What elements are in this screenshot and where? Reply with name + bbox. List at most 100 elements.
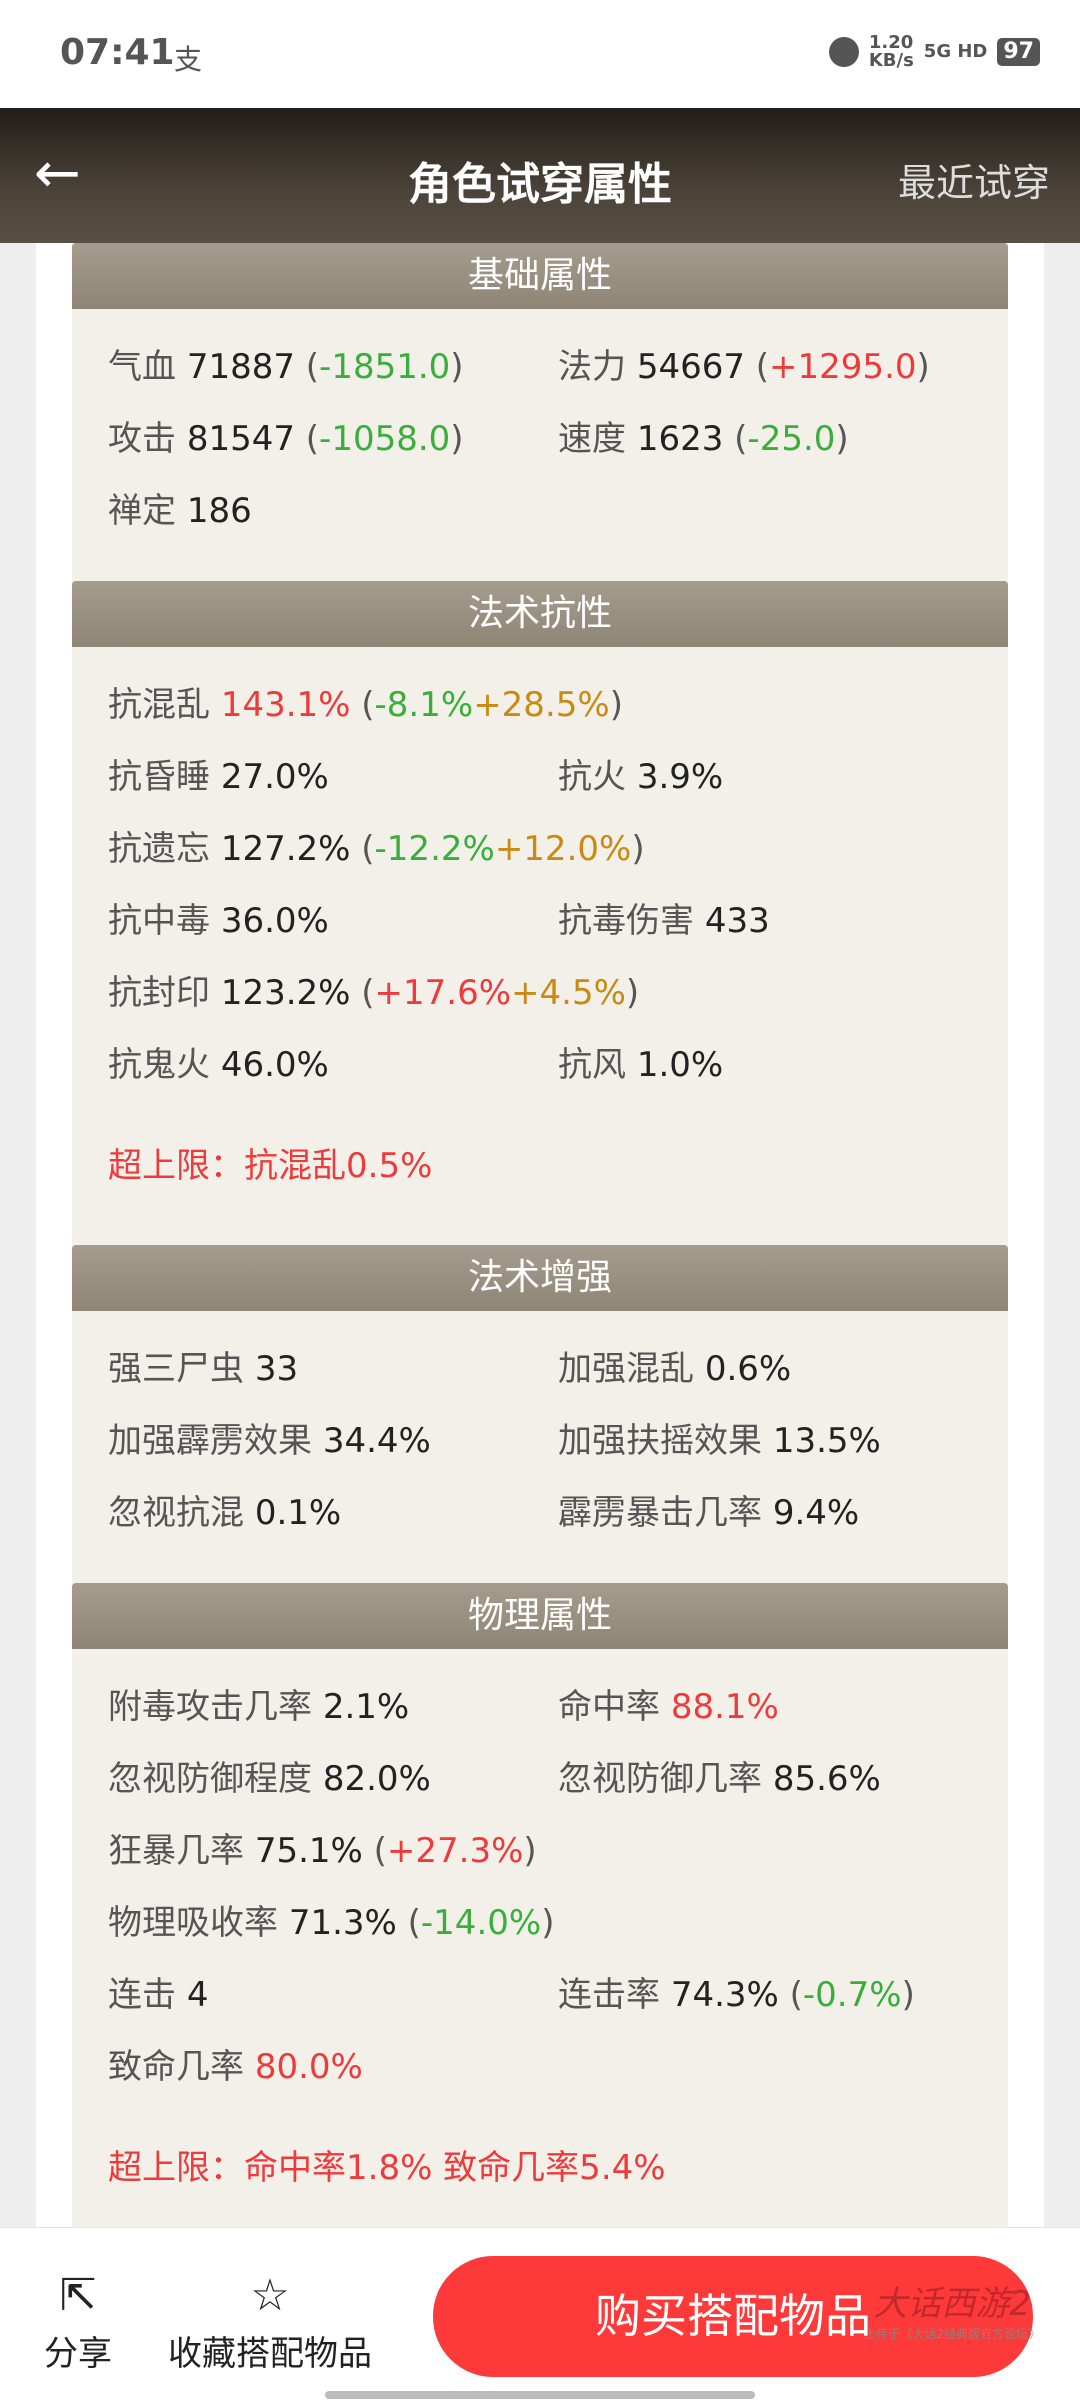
- stat-value: ): [835, 419, 849, 459]
- page-title: 角色试穿属性: [408, 159, 672, 210]
- stat-label: 抗中毒: [108, 901, 210, 941]
- stat-label: 抗毒伤害: [558, 901, 694, 941]
- stat-item: 抗封印 123.2% (+17.6%+4.5%): [108, 957, 1008, 1029]
- stat-value: 143.1%: [220, 685, 362, 725]
- stat-label: 强三尸虫: [108, 1349, 244, 1389]
- stat-value: +12.0%: [494, 829, 632, 869]
- stat-label: 附毒攻击几率: [108, 1687, 312, 1727]
- stat-item: 加强霹雳效果 34.4%: [108, 1405, 558, 1477]
- section-header: 法术增强: [72, 1245, 1008, 1311]
- network-speed: 1.20 KB/s: [868, 32, 914, 71]
- stat-value: 433: [704, 901, 770, 941]
- stat-value: 74.3%: [670, 1975, 790, 2015]
- stat-value: 127.2%: [220, 829, 362, 869]
- stat-value: -8.1%: [374, 685, 474, 725]
- cap-warning: 超上限：抗混乱0.5%: [108, 1146, 433, 1186]
- recent-tryon-button[interactable]: 最近试穿: [897, 161, 1050, 205]
- stat-label: 加强扶摇效果: [558, 1421, 762, 1461]
- stat-label: 命中率: [558, 1687, 660, 1727]
- stat-value: (: [361, 973, 375, 1013]
- stat-item: 忽视抗混 0.1%: [108, 1477, 558, 1549]
- stat-item: 抗混乱 143.1% (-8.1%+28.5%): [108, 669, 1008, 741]
- status-bar: 07:41 支 1.20 KB/s 5G HD 97: [0, 0, 1080, 108]
- stat-label: 气血: [108, 347, 176, 387]
- cap-warning: 超上限：命中率1.8% 致命几率5.4%: [108, 2148, 666, 2188]
- stat-item: 抗中毒 36.0%: [108, 885, 558, 957]
- signal-icon: 5G HD: [923, 41, 988, 62]
- section-header: 法术抗性: [72, 581, 1008, 647]
- stat-item: 强三尸虫 33: [108, 1333, 558, 1405]
- stat-label: 连击率: [558, 1975, 660, 2015]
- stat-label: 加强霹雳效果: [108, 1421, 312, 1461]
- attributes-card[interactable]: 基础属性 气血 71887 (-1851.0) 法力 54667 (+1295.0)…: [36, 243, 1044, 2227]
- stat-item: 连击 4: [108, 1959, 558, 2031]
- stat-value: 1.0%: [636, 1045, 724, 1085]
- stat-value: 54667: [636, 347, 756, 387]
- stat-value: 71887: [186, 347, 306, 387]
- stat-item: 狂暴几率 75.1% (+27.3%): [108, 1815, 1008, 1887]
- section-header: 物理属性: [72, 1583, 1008, 1649]
- stat-value: (: [305, 347, 320, 387]
- stat-label: 抗混乱: [108, 685, 210, 725]
- stat-item: 抗鬼火 46.0%: [108, 1029, 558, 1101]
- section-body: 附毒攻击几率 2.1% 命中率 88.1% 忽视防御程度 82.0% 忽视防御几率 8…: [72, 1649, 1008, 2227]
- stat-value: ): [523, 1831, 537, 1871]
- stat-item: 抗火 3.9%: [558, 741, 1008, 813]
- alarm-icon: [828, 37, 859, 67]
- stat-label: 抗风: [558, 1045, 626, 1085]
- stat-label: 抗昏睡: [108, 757, 210, 797]
- stat-item: 命中率 88.1%: [558, 1671, 1008, 1743]
- stat-value: 75.1%: [254, 1831, 374, 1871]
- stat-value: -1058.0: [319, 419, 451, 459]
- stat-value: ): [450, 347, 464, 387]
- favorite-button[interactable]: ☆ 收藏搭配物品: [168, 2266, 372, 2375]
- home-indicator[interactable]: [325, 2391, 755, 2399]
- stat-label: 物理吸收率: [108, 1903, 278, 1943]
- stat-value: 0.1%: [254, 1493, 342, 1533]
- stat-value: -25.0: [747, 419, 836, 459]
- stat-label: 加强混乱: [558, 1349, 694, 1389]
- stat-label: 狂暴几率: [108, 1831, 244, 1871]
- stat-value: +28.5%: [473, 685, 610, 725]
- stat-label: 抗遗忘: [108, 829, 210, 869]
- stat-value: (: [755, 347, 770, 387]
- section-body: 强三尸虫 33 加强混乱 0.6% 加强霹雳效果 34.4% 加强扶摇效果 13.5%…: [72, 1311, 1008, 1571]
- share-button[interactable]: ⇱ 分享: [44, 2266, 112, 2375]
- stat-value: ): [609, 685, 623, 725]
- stat-value: 85.6%: [772, 1759, 881, 1799]
- section-body: 抗混乱 143.1% (-8.1%+28.5%) 抗昏睡 27.0% 抗火 3.9%…: [72, 647, 1008, 1233]
- stat-item: 抗毒伤害 433: [558, 885, 1008, 957]
- bottom-bar: ⇱ 分享 ☆ 收藏搭配物品 购买搭配物品 大话西游2 上传于《大话2经典版官方论坛…: [0, 2227, 1080, 2400]
- section-body: 气血 71887 (-1851.0) 法力 54667 (+1295.0) 攻击 8…: [72, 309, 1008, 569]
- stat-value: 33: [254, 1349, 299, 1389]
- stat-value: +1295.0: [769, 347, 917, 387]
- stat-item: 抗昏睡 27.0%: [108, 741, 558, 813]
- stat-item: 忽视防御几率 85.6%: [558, 1743, 1008, 1815]
- stat-item: 连击率 74.3% (-0.7%): [558, 1959, 1008, 2031]
- stat-item: 禅定 186: [108, 475, 558, 547]
- stat-value: +27.3%: [386, 1831, 524, 1871]
- section-gap: [72, 569, 1008, 581]
- stat-value: (: [361, 685, 375, 725]
- stat-value: -1851.0: [319, 347, 451, 387]
- game-logo-watermark: 大话西游2 上传于《大话2经典版官方论坛》: [864, 2284, 1040, 2341]
- stat-value: ): [625, 973, 640, 1013]
- stat-item: 加强混乱 0.6%: [558, 1333, 1008, 1405]
- stat-value: 27.0%: [220, 757, 329, 797]
- stat-value: ): [916, 347, 930, 387]
- stat-value: 1623: [636, 419, 735, 459]
- stat-label: 忽视防御程度: [108, 1759, 312, 1799]
- stat-label: 连击: [108, 1975, 176, 2015]
- stat-value: ): [631, 829, 645, 869]
- stat-value: 4: [186, 1975, 209, 2015]
- buy-items-button[interactable]: 购买搭配物品: [433, 2256, 1033, 2377]
- stat-value: 80.0%: [254, 2047, 363, 2087]
- stat-item: 速度 1623 (-25.0): [558, 403, 1008, 475]
- stat-value: 0.6%: [704, 1349, 792, 1389]
- stat-value: -0.7%: [802, 1975, 902, 2015]
- stat-value: 71.3%: [288, 1903, 408, 1943]
- alipay-notification-icon: 支: [174, 43, 203, 76]
- stat-value: -14.0%: [420, 1903, 542, 1943]
- stat-value: 123.2%: [220, 973, 362, 1013]
- back-arrow-icon[interactable]: ←: [34, 141, 81, 206]
